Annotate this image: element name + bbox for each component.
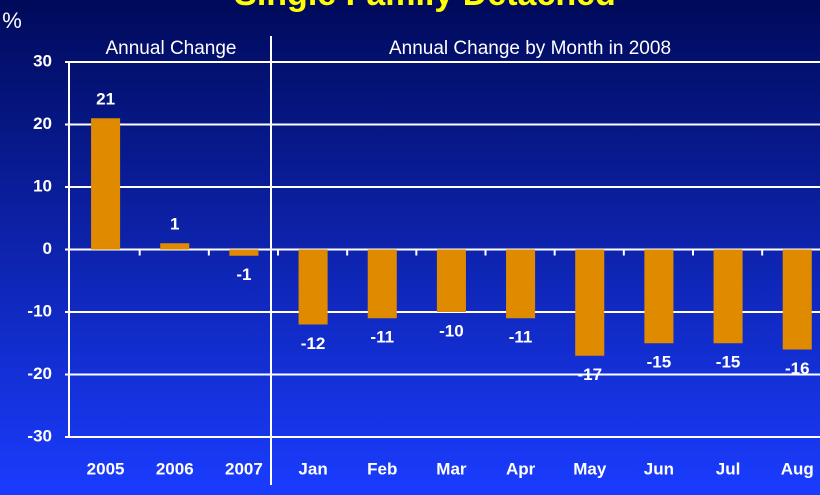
bar: [644, 249, 674, 344]
data-label: -1: [236, 265, 251, 284]
y-tick-label: -30: [27, 426, 52, 445]
bar: [506, 249, 536, 319]
data-label: -16: [785, 359, 810, 378]
bar: [298, 249, 328, 325]
x-tick-label: 2007: [225, 459, 263, 478]
x-tick-label: 2005: [87, 459, 125, 478]
data-label: -17: [577, 365, 602, 384]
data-label: -15: [647, 353, 672, 372]
data-label: 1: [170, 215, 179, 234]
data-label: -11: [370, 328, 394, 347]
bar: [160, 243, 190, 250]
chart-title: Single Family Detached: [234, 0, 616, 13]
y-tick-label: 30: [33, 51, 52, 70]
bar: [436, 249, 466, 312]
bar: [367, 249, 397, 319]
bar: [229, 249, 259, 256]
data-label: -10: [439, 321, 464, 340]
bar: [713, 249, 743, 344]
data-label: 21: [96, 90, 115, 109]
x-tick-label: Mar: [436, 459, 467, 478]
bar: [782, 249, 812, 350]
data-label: -11: [509, 328, 533, 347]
data-label: -15: [716, 353, 741, 372]
x-tick-label: Feb: [367, 459, 397, 478]
x-tick-label: Jun: [644, 459, 674, 478]
x-tick-label: Aug: [781, 459, 814, 478]
y-axis-label: %: [2, 8, 22, 33]
x-tick-label: 2006: [156, 459, 194, 478]
section-label: Annual Change by Month in 2008: [389, 38, 671, 59]
y-tick-label: -10: [27, 301, 52, 320]
x-tick-label: Jan: [298, 459, 327, 478]
y-tick-label: 0: [43, 239, 52, 258]
section-label: Annual Change: [106, 38, 237, 59]
bar: [575, 249, 605, 356]
bar: [91, 118, 121, 250]
x-tick-label: Jul: [716, 459, 741, 478]
data-label: -12: [301, 334, 326, 353]
x-tick-label: Apr: [506, 459, 536, 478]
y-tick-label: 10: [33, 176, 52, 195]
x-tick-label: May: [573, 459, 607, 478]
y-tick-label: 20: [33, 114, 52, 133]
y-tick-label: -20: [27, 364, 52, 383]
